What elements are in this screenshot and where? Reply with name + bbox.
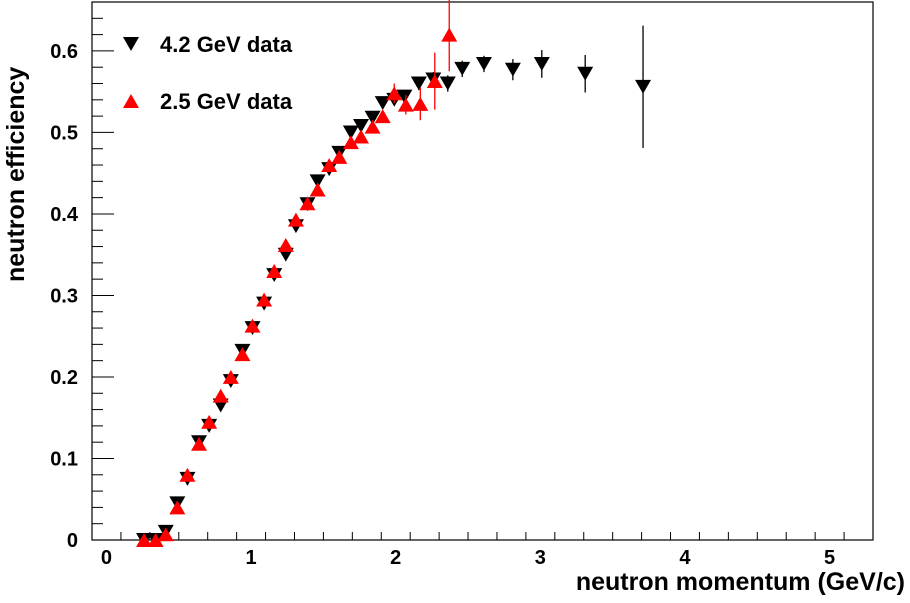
data-point [386, 86, 403, 101]
data-point [439, 76, 456, 91]
data-point [201, 414, 218, 429]
legend: 4.2 GeV data 2.5 GeV data [123, 32, 293, 114]
data-point [475, 56, 492, 71]
data-point [244, 318, 261, 333]
data-point [342, 135, 359, 150]
x-tick-label: 4 [679, 547, 691, 569]
legend-label: 2.5 GeV data [160, 89, 293, 114]
data-point [504, 62, 521, 77]
legend-marker [123, 37, 139, 51]
y-tick-label: 0.2 [50, 367, 78, 389]
data-point [396, 89, 413, 104]
y-tick-label: 0.1 [50, 448, 78, 470]
data-point [454, 61, 471, 76]
x-axis-label: neutron momentum (GeV/c) [576, 568, 905, 596]
data-point [136, 533, 153, 547]
data-point [412, 96, 429, 111]
data-point [147, 533, 164, 547]
x-axis: 0 1 2 3 4 5 [91, 532, 874, 569]
data-point [353, 129, 370, 144]
data-point [309, 182, 326, 197]
y-axis-label: neutron efficiency [2, 67, 30, 282]
data-point [426, 74, 443, 89]
data-point [157, 527, 174, 542]
x-tick-label: 0 [101, 547, 112, 569]
legend-marker [123, 94, 139, 108]
data-point [374, 109, 391, 124]
data-point [256, 292, 273, 307]
x-tick-label: 5 [824, 547, 835, 569]
data-point [364, 119, 381, 134]
data-point [309, 174, 326, 189]
data-point [277, 237, 294, 252]
data-point [266, 264, 283, 278]
data-point [353, 118, 370, 133]
x-tick-label: 1 [246, 547, 257, 569]
x-tick-label: 2 [390, 547, 401, 569]
x-tick-label: 3 [535, 547, 546, 569]
data-point [179, 467, 196, 482]
data-point [191, 436, 208, 451]
data-point [533, 56, 550, 71]
data-point [212, 388, 229, 403]
data-point [234, 347, 251, 362]
series-1 [136, 0, 458, 547]
data-point [287, 212, 304, 227]
y-tick-label: 0.5 [50, 122, 78, 144]
data-point [635, 79, 652, 94]
y-tick-label: 0.3 [50, 285, 78, 307]
data-point [410, 76, 427, 91]
data-point [577, 66, 594, 81]
data-point [222, 370, 239, 384]
y-tick-label: 0.4 [50, 204, 79, 226]
data-point [397, 97, 414, 112]
data-point [441, 27, 458, 42]
data-point [331, 149, 348, 164]
data-point [321, 158, 338, 172]
data-point [299, 196, 316, 211]
data-point [169, 500, 186, 515]
data-point [342, 125, 359, 140]
y-tick-label: 0.6 [50, 41, 78, 63]
legend-label: 4.2 GeV data [160, 32, 293, 57]
data-point [364, 110, 381, 125]
y-axis: 0 0.1 0.2 0.3 0.4 0.5 0.6 [50, 1, 114, 552]
plot-frame [91, 1, 874, 541]
y-tick-label: 0 [67, 530, 78, 552]
series-layer [136, 0, 652, 547]
